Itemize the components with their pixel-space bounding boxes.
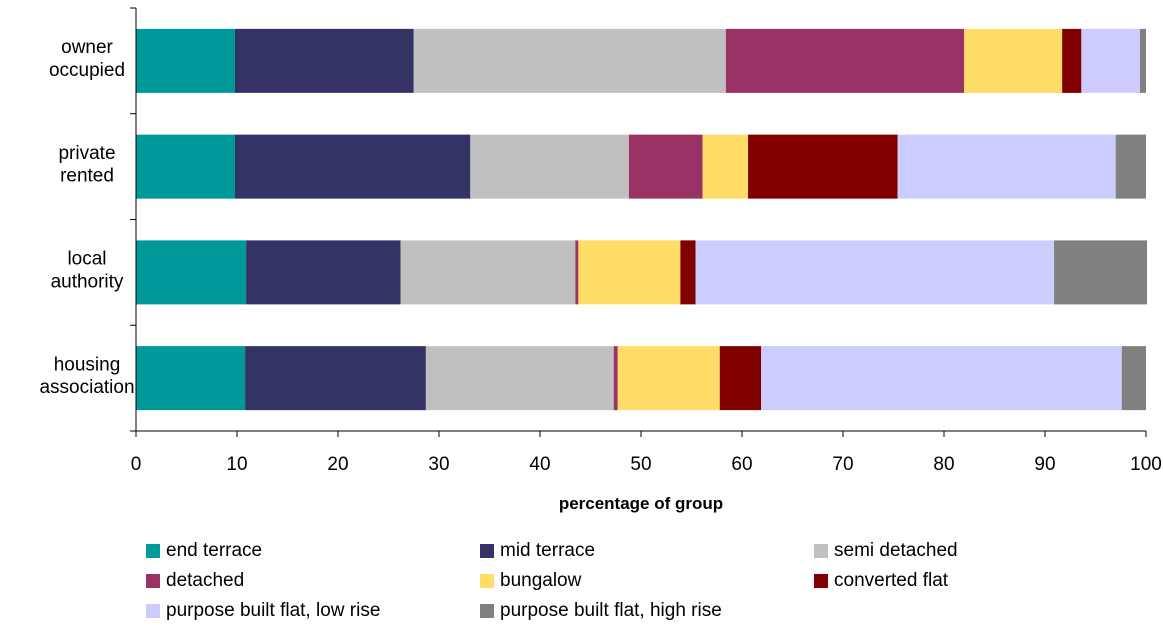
bar-segment xyxy=(234,134,471,199)
category-label-line: association xyxy=(39,377,134,398)
legend-label: detached xyxy=(166,570,245,591)
legend-row: detached bungalow converted flat xyxy=(146,566,1146,596)
legend-label: purpose built flat, high rise xyxy=(500,600,722,621)
legend-row: purpose built flat, low rise purpose bui… xyxy=(146,596,1146,626)
bar-segment xyxy=(400,240,576,305)
bar-segment xyxy=(245,346,426,411)
x-tick-label: 10 xyxy=(226,454,247,475)
bar-segment xyxy=(575,240,579,305)
legend-swatch xyxy=(146,574,160,588)
bar-segment xyxy=(136,240,247,305)
stacked-bar-chart: owner occupied private rented local authority… xyxy=(39,7,1162,513)
x-tick-label: 30 xyxy=(428,454,449,475)
category-label: owner occupied xyxy=(49,37,125,81)
bar-segment xyxy=(413,28,726,93)
x-tick-label: 100 xyxy=(1130,454,1162,475)
bar-segment xyxy=(1139,28,1146,93)
legend-item-end-terrace: end terrace xyxy=(146,540,480,562)
bar-segment xyxy=(680,240,696,305)
bar-segment xyxy=(246,240,401,305)
category-label-line: private xyxy=(58,143,115,164)
legend-item-purpose-built-flat-high-rise: purpose built flat, high rise xyxy=(480,600,814,622)
legend-label: purpose built flat, low rise xyxy=(166,600,381,621)
bar-segment xyxy=(628,134,703,199)
x-tick-labels: 0 10 20 30 40 50 60 70 80 90 100 xyxy=(131,454,1162,475)
legend-swatch xyxy=(480,544,494,558)
bar-area xyxy=(136,28,1148,411)
bar-segment xyxy=(748,134,898,199)
bar-segment xyxy=(613,346,618,411)
bar-segment xyxy=(136,346,246,411)
legend-swatch xyxy=(146,544,160,558)
category-label-line: owner xyxy=(61,37,113,58)
legend-item-purpose-built-flat-low-rise: purpose built flat, low rise xyxy=(146,600,480,622)
bar-segment xyxy=(964,28,1063,93)
bar-segment xyxy=(1115,134,1146,199)
bar-segment xyxy=(136,28,235,93)
x-tick-label: 70 xyxy=(832,454,853,475)
legend-item-converted-flat: converted flat xyxy=(814,570,948,592)
legend-label: converted flat xyxy=(834,570,949,591)
bar-segment xyxy=(1054,240,1148,305)
bar-segment xyxy=(234,28,414,93)
legend-item-mid-terrace: mid terrace xyxy=(480,540,814,562)
bar-segment xyxy=(1121,346,1146,411)
x-tick-label: 90 xyxy=(1034,454,1055,475)
category-label-line: local xyxy=(67,249,106,270)
x-tick-label: 80 xyxy=(933,454,954,475)
x-axis-ticks xyxy=(135,431,1147,437)
category-label: housing association xyxy=(39,354,134,398)
x-tick-label: 40 xyxy=(529,454,550,475)
legend-swatch xyxy=(146,604,160,618)
x-tick-label: 50 xyxy=(630,454,651,475)
legend-swatch xyxy=(814,544,828,558)
category-label-line: rented xyxy=(60,166,114,187)
legend-label: end terrace xyxy=(166,540,263,561)
legend-item-detached: detached xyxy=(146,570,480,592)
bar-segment xyxy=(617,346,720,411)
legend-swatch xyxy=(480,574,494,588)
bar-segment xyxy=(470,134,629,199)
x-tick-label: 20 xyxy=(327,454,348,475)
bar-segment xyxy=(136,134,235,199)
category-label: private rented xyxy=(58,143,115,187)
legend: end terrace mid terrace semi detached de… xyxy=(146,536,1146,626)
x-axis-title: percentage of group xyxy=(559,494,723,513)
legend-swatch xyxy=(480,604,494,618)
bar-segment xyxy=(702,134,749,199)
bar-segment xyxy=(578,240,681,305)
legend-item-semi-detached: semi detached xyxy=(814,540,958,562)
legend-item-bungalow: bungalow xyxy=(480,570,814,592)
legend-swatch xyxy=(814,574,828,588)
category-label-line: occupied xyxy=(49,60,125,81)
bar-segment xyxy=(695,240,1055,305)
legend-label: semi detached xyxy=(834,540,958,561)
bar-segment xyxy=(725,28,965,93)
category-label-line: authority xyxy=(51,271,124,292)
bar-segment xyxy=(1062,28,1082,93)
category-labels: owner occupied private rented local authority… xyxy=(39,37,134,398)
bar-segment xyxy=(719,346,762,411)
legend-label: mid terrace xyxy=(500,540,596,561)
category-label: local authority xyxy=(51,249,124,293)
bar-segment xyxy=(425,346,614,411)
bar-segment xyxy=(897,134,1116,199)
legend-row: end terrace mid terrace semi detached xyxy=(146,536,1146,566)
x-tick-label: 60 xyxy=(731,454,752,475)
category-label-line: housing xyxy=(54,354,121,375)
y-axis-ticks xyxy=(130,7,136,432)
legend-label: bungalow xyxy=(500,570,582,591)
bar-segment xyxy=(1081,28,1140,93)
bar-segment xyxy=(761,346,1122,411)
x-tick-label: 0 xyxy=(131,454,142,475)
